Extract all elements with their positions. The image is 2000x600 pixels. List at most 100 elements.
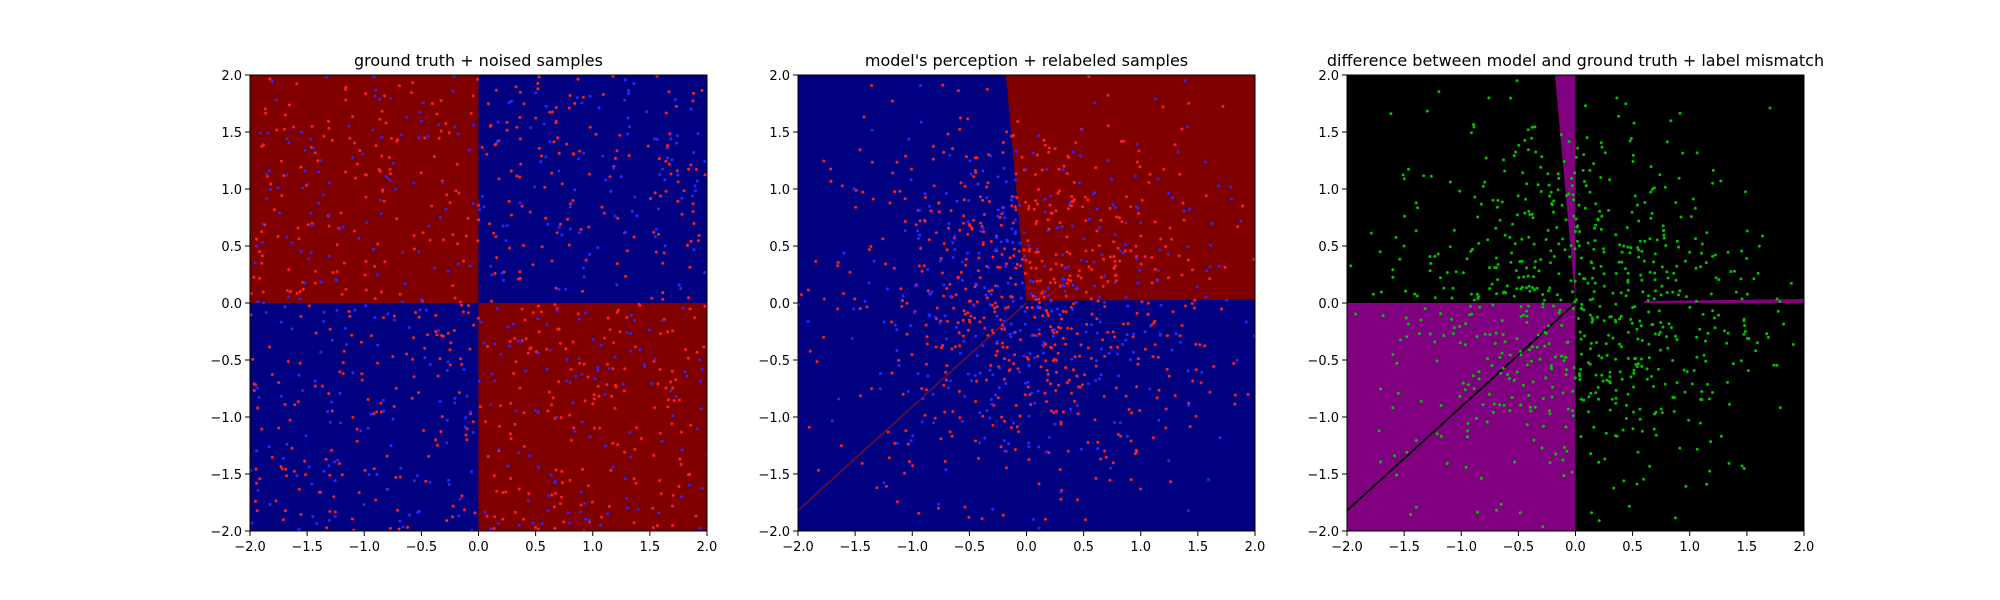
data-point xyxy=(1479,202,1483,206)
x-tick-label: 2.0 xyxy=(697,540,718,555)
data-point xyxy=(1097,296,1101,299)
data-point xyxy=(1501,333,1505,336)
data-point xyxy=(1578,374,1582,378)
data-point xyxy=(534,116,538,120)
data-point xyxy=(1600,214,1604,218)
data-point xyxy=(330,338,334,342)
data-point xyxy=(498,424,501,428)
data-point xyxy=(981,414,985,418)
data-point xyxy=(1625,403,1628,407)
data-point xyxy=(1099,373,1103,377)
data-point xyxy=(865,305,869,309)
data-point xyxy=(1082,237,1086,241)
data-point xyxy=(1015,425,1019,429)
y-tick-label: 0.0 xyxy=(1318,297,1339,312)
data-point xyxy=(1508,235,1512,239)
data-point xyxy=(665,146,669,150)
data-point xyxy=(403,282,407,286)
data-point xyxy=(379,198,382,202)
data-point xyxy=(1140,198,1144,202)
plot-area xyxy=(798,75,1255,531)
data-point xyxy=(289,290,292,294)
data-point xyxy=(1032,518,1036,521)
data-point xyxy=(1070,391,1073,395)
data-point xyxy=(405,352,409,356)
data-point xyxy=(1709,440,1713,444)
x-tick-label: 1.0 xyxy=(1679,540,1700,555)
data-point xyxy=(1693,206,1697,210)
data-point xyxy=(649,197,653,200)
data-point xyxy=(1561,237,1565,241)
data-point xyxy=(1107,351,1111,355)
data-point xyxy=(486,454,490,458)
data-point xyxy=(1445,462,1449,465)
data-point xyxy=(1458,394,1462,398)
data-point xyxy=(1011,241,1015,245)
x-tick-label: −2.0 xyxy=(1331,540,1363,555)
data-point xyxy=(1060,225,1064,229)
data-point xyxy=(445,193,449,197)
data-point xyxy=(1559,354,1563,358)
data-point xyxy=(909,178,913,182)
data-point xyxy=(363,468,367,472)
data-point xyxy=(934,345,938,349)
data-point xyxy=(298,297,302,301)
data-point xyxy=(471,431,475,434)
data-point xyxy=(1640,278,1644,282)
data-point xyxy=(629,455,633,459)
data-point xyxy=(905,301,909,305)
data-point xyxy=(465,394,469,398)
data-point xyxy=(1405,450,1409,454)
data-point xyxy=(366,426,370,430)
data-point xyxy=(1653,271,1657,275)
data-point xyxy=(626,116,630,120)
data-point xyxy=(957,390,961,393)
data-point xyxy=(549,473,553,477)
data-point xyxy=(982,213,986,216)
data-point xyxy=(667,398,670,402)
data-point xyxy=(989,363,993,367)
data-point xyxy=(853,297,857,301)
data-point xyxy=(283,402,287,406)
data-point xyxy=(531,263,535,267)
data-point xyxy=(1067,156,1071,159)
data-point xyxy=(1003,325,1006,329)
data-point xyxy=(1098,226,1102,230)
data-point xyxy=(1047,286,1050,290)
data-point xyxy=(1582,153,1586,157)
x-tick-label: 1.5 xyxy=(1737,540,1758,555)
data-point xyxy=(687,473,690,477)
data-point xyxy=(1522,275,1526,279)
data-point xyxy=(1657,367,1660,371)
data-point xyxy=(1755,341,1759,345)
data-point xyxy=(1077,269,1081,273)
data-point xyxy=(1541,397,1545,400)
data-point xyxy=(1054,389,1058,392)
data-point xyxy=(1016,120,1020,123)
data-point xyxy=(945,287,949,290)
data-point xyxy=(657,232,661,236)
data-point xyxy=(1587,395,1591,399)
data-point xyxy=(1640,429,1644,433)
data-point xyxy=(623,450,627,454)
data-point xyxy=(607,504,611,508)
data-point xyxy=(1057,383,1060,387)
data-point xyxy=(994,393,998,397)
data-point xyxy=(1435,432,1439,436)
y-tick-label: −1.0 xyxy=(210,411,242,426)
data-point xyxy=(1046,229,1050,233)
data-point xyxy=(1422,174,1426,178)
data-point xyxy=(937,210,941,214)
data-point xyxy=(1498,403,1502,407)
data-point xyxy=(1692,369,1696,372)
data-point xyxy=(983,286,987,290)
data-point xyxy=(494,235,498,239)
data-point xyxy=(1106,93,1110,97)
data-point xyxy=(1190,302,1194,305)
data-point xyxy=(1666,346,1670,350)
data-point xyxy=(434,438,438,442)
data-point xyxy=(313,151,317,155)
data-point xyxy=(1458,325,1462,328)
data-point xyxy=(1041,351,1045,355)
